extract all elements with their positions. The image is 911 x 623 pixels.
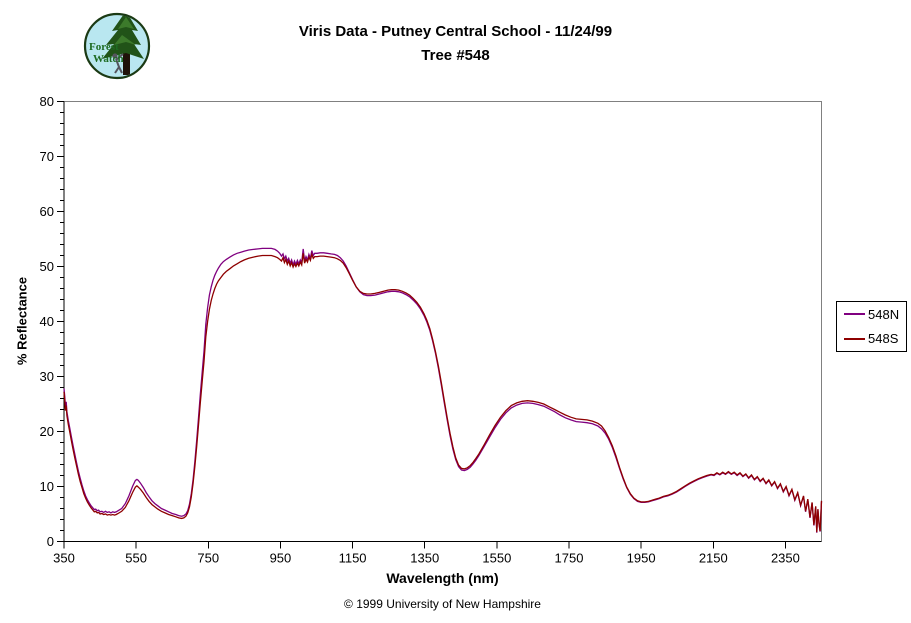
x-tick-label: 350 — [53, 551, 75, 566]
logo-text-forest: Forest — [89, 41, 119, 53]
y-tick-label: 30 — [40, 369, 54, 384]
legend-label-548n: 548N — [868, 306, 900, 322]
x-tick-label: 2150 — [699, 551, 728, 566]
forest-watch-logo: Forest Watch — [83, 12, 151, 80]
legend-line-sample-548s — [844, 337, 865, 340]
y-axis-title: % Reflectance — [14, 276, 30, 366]
y-tick-label: 10 — [40, 479, 54, 494]
legend-entry-548n: 548N — [844, 308, 906, 321]
legend-label-548s: 548S — [868, 331, 899, 347]
title-block: Viris Data - Putney Central School - 11/… — [0, 20, 911, 68]
y-tick-label: 60 — [40, 204, 54, 219]
x-tick-label: 1950 — [627, 551, 656, 566]
series-548S-line — [63, 252, 823, 533]
y-tick-label: 0 — [47, 534, 54, 549]
y-tick-label: 40 — [40, 314, 54, 329]
x-tick-label: 550 — [125, 551, 147, 566]
plot-border — [64, 101, 822, 542]
chart-subtitle: Tree #548 — [421, 47, 490, 64]
legend: 548N 548S — [836, 301, 907, 352]
person-icon — [112, 53, 124, 74]
x-tick-label: 1550 — [482, 551, 511, 566]
x-tick-label: 950 — [270, 551, 292, 566]
logo-text-watch: Watch — [93, 53, 124, 65]
y-tick-label: 70 — [40, 149, 54, 164]
x-tick-label: 2350 — [771, 551, 800, 566]
y-tick-label: 20 — [40, 424, 54, 439]
x-axis-title: Wavelength (nm) — [386, 570, 499, 586]
chart-title: Viris Data - Putney Central School - 11/… — [298, 23, 613, 40]
x-tick-label: 1750 — [555, 551, 584, 566]
y-tick-label: 80 — [40, 94, 54, 109]
y-tick-label: 50 — [40, 259, 54, 274]
x-tick-label: 1350 — [410, 551, 439, 566]
tree-icon — [102, 15, 144, 75]
copyright: © 1999 University of New Hampshire — [344, 597, 541, 611]
legend-line-sample-548n — [844, 313, 865, 316]
legend-entry-548s: 548S — [844, 332, 906, 345]
x-tick-label: 750 — [197, 551, 219, 566]
x-tick-label: 1150 — [339, 551, 367, 566]
